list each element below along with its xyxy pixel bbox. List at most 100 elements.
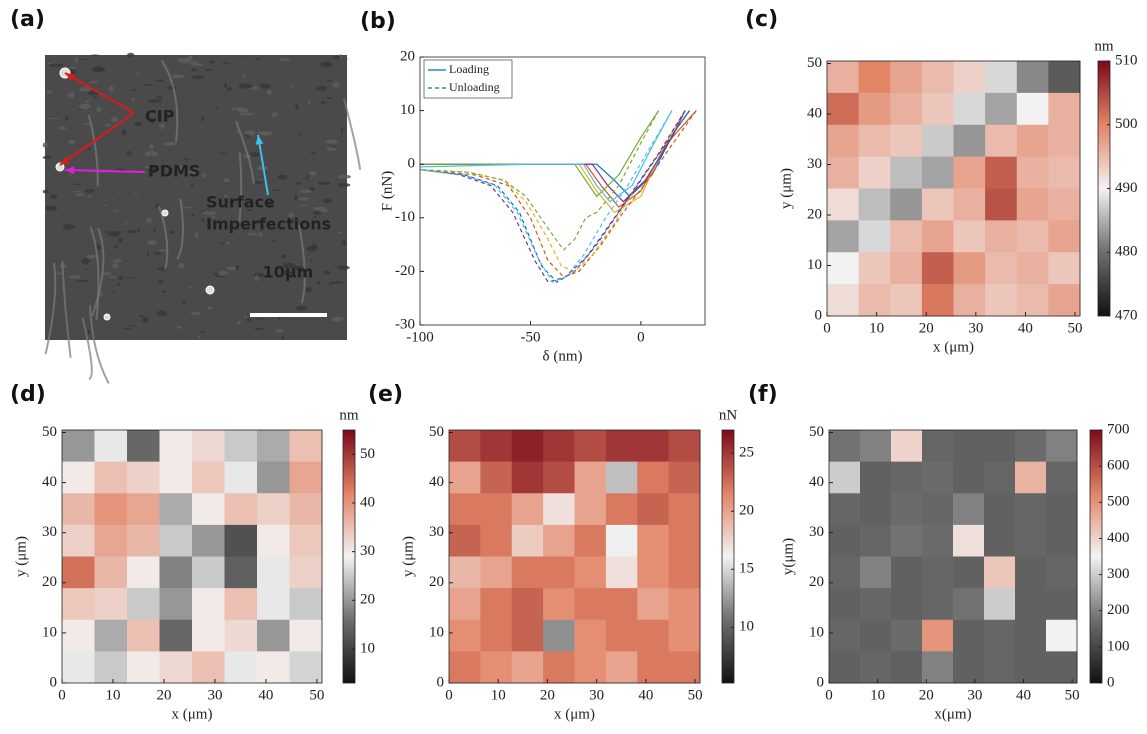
- heatmap-cell: [858, 92, 891, 126]
- texture: [242, 74, 245, 79]
- colorbar-tick-label: 300: [1107, 566, 1130, 582]
- heatmap-cell: [224, 524, 258, 557]
- colorbar-tick-label: 400: [1107, 530, 1130, 546]
- texture: [295, 305, 308, 311]
- texture: [227, 87, 233, 91]
- heatmap-cell: [827, 92, 860, 126]
- heatmap-cell: [921, 220, 954, 253]
- particle: [55, 162, 65, 172]
- heatmap-cell: [985, 188, 1018, 221]
- texture: [207, 306, 213, 310]
- texture: [218, 152, 229, 155]
- heatmap-cell: [127, 651, 160, 684]
- heatmap-cell: [289, 556, 323, 589]
- heatmap-cell: [827, 156, 860, 189]
- texture: [252, 181, 264, 184]
- annotation: CIP: [145, 107, 175, 126]
- texture: [87, 147, 92, 151]
- texture: [294, 104, 299, 110]
- texture: [266, 265, 272, 268]
- y-tick-label: 10: [42, 624, 57, 640]
- y-tick-label: 10: [807, 257, 822, 273]
- texture: [178, 262, 185, 269]
- heatmap-cell: [860, 588, 892, 621]
- heatmap-cell: [1046, 493, 1078, 526]
- texture: [85, 100, 89, 104]
- x-tick-label: 50: [688, 687, 703, 703]
- heatmap-cell: [829, 556, 861, 589]
- texture: [278, 57, 291, 62]
- heatmap-cell: [480, 588, 513, 621]
- heatmap-cell: [1048, 284, 1081, 317]
- x-tick-label: 30: [207, 687, 222, 703]
- texture: [333, 55, 341, 60]
- texture: [159, 123, 166, 129]
- texture: [148, 99, 163, 103]
- heatmap-cell: [1016, 156, 1049, 189]
- heatmap-cell: [94, 651, 128, 684]
- texture: [48, 118, 61, 120]
- x-tick-label: 0: [823, 320, 831, 336]
- panel-label: (a): [10, 7, 45, 32]
- heatmap-cell: [159, 493, 193, 526]
- heatmap-cell: [127, 619, 160, 652]
- texture: [42, 189, 50, 194]
- sem-image: CIP PDMS Surface Imperfections 10μm: [42, 52, 362, 384]
- heatmap-cell: [827, 188, 860, 221]
- heatmap-cell: [257, 493, 290, 526]
- texture: [326, 96, 332, 100]
- texture: [125, 276, 136, 279]
- heatmap-cell: [62, 430, 95, 463]
- heatmap-cell: [511, 524, 544, 557]
- texture: [259, 83, 272, 89]
- texture: [244, 130, 256, 136]
- x-tick-label: 30: [589, 687, 604, 703]
- x-tick-label: 50: [309, 687, 324, 703]
- heatmap-cell: [1015, 651, 1047, 684]
- texture: [326, 79, 333, 82]
- texture: [144, 151, 159, 157]
- texture: [320, 101, 326, 105]
- heatmap-cell: [1015, 524, 1047, 557]
- texture: [147, 109, 154, 113]
- heatmap-cell: [224, 619, 258, 652]
- heatmap-cell: [953, 619, 985, 652]
- heatmap-cell: [827, 284, 860, 317]
- texture: [223, 178, 230, 183]
- colorbar-tick-label: 500: [1107, 494, 1130, 510]
- texture: [120, 230, 125, 233]
- colorbar-tick-label: 40: [360, 494, 375, 510]
- texture: [93, 96, 98, 99]
- heatmap-cell: [449, 651, 481, 684]
- x-axis-label: δ (nm): [543, 348, 583, 364]
- texture: [308, 171, 317, 176]
- heatmap-cell: [605, 619, 638, 652]
- arrow-head: [255, 135, 264, 145]
- heatmap-cell: [159, 524, 193, 557]
- colorbar-tick-label: 700: [1107, 421, 1130, 437]
- heatmap-cell: [984, 556, 1016, 589]
- heatmap-cell: [449, 493, 481, 526]
- texture: [74, 192, 85, 197]
- y-tick-label: 40: [42, 474, 57, 490]
- heatmap-cell: [985, 220, 1018, 253]
- x-tick-label: 10: [869, 320, 884, 336]
- texture: [218, 242, 227, 245]
- texture-ridge: [91, 227, 105, 317]
- colorbar: [342, 429, 356, 684]
- heatmap-cell: [890, 252, 923, 285]
- heatmap-cell: [1016, 188, 1049, 221]
- heatmap-cell: [224, 493, 258, 526]
- x-tick-label: 50: [1065, 687, 1080, 703]
- heatmap-cell: [922, 430, 954, 463]
- heatmap-cell: [1015, 588, 1047, 621]
- texture: [200, 331, 206, 333]
- x-tick-label: 0: [825, 687, 833, 703]
- texture: [272, 239, 277, 243]
- texture: [145, 217, 152, 223]
- y-axis-label: F (nN): [379, 171, 395, 211]
- heatmap-cell: [985, 156, 1018, 189]
- force-curve: [419, 110, 673, 203]
- texture: [154, 252, 162, 255]
- x-tick-label: 40: [258, 687, 273, 703]
